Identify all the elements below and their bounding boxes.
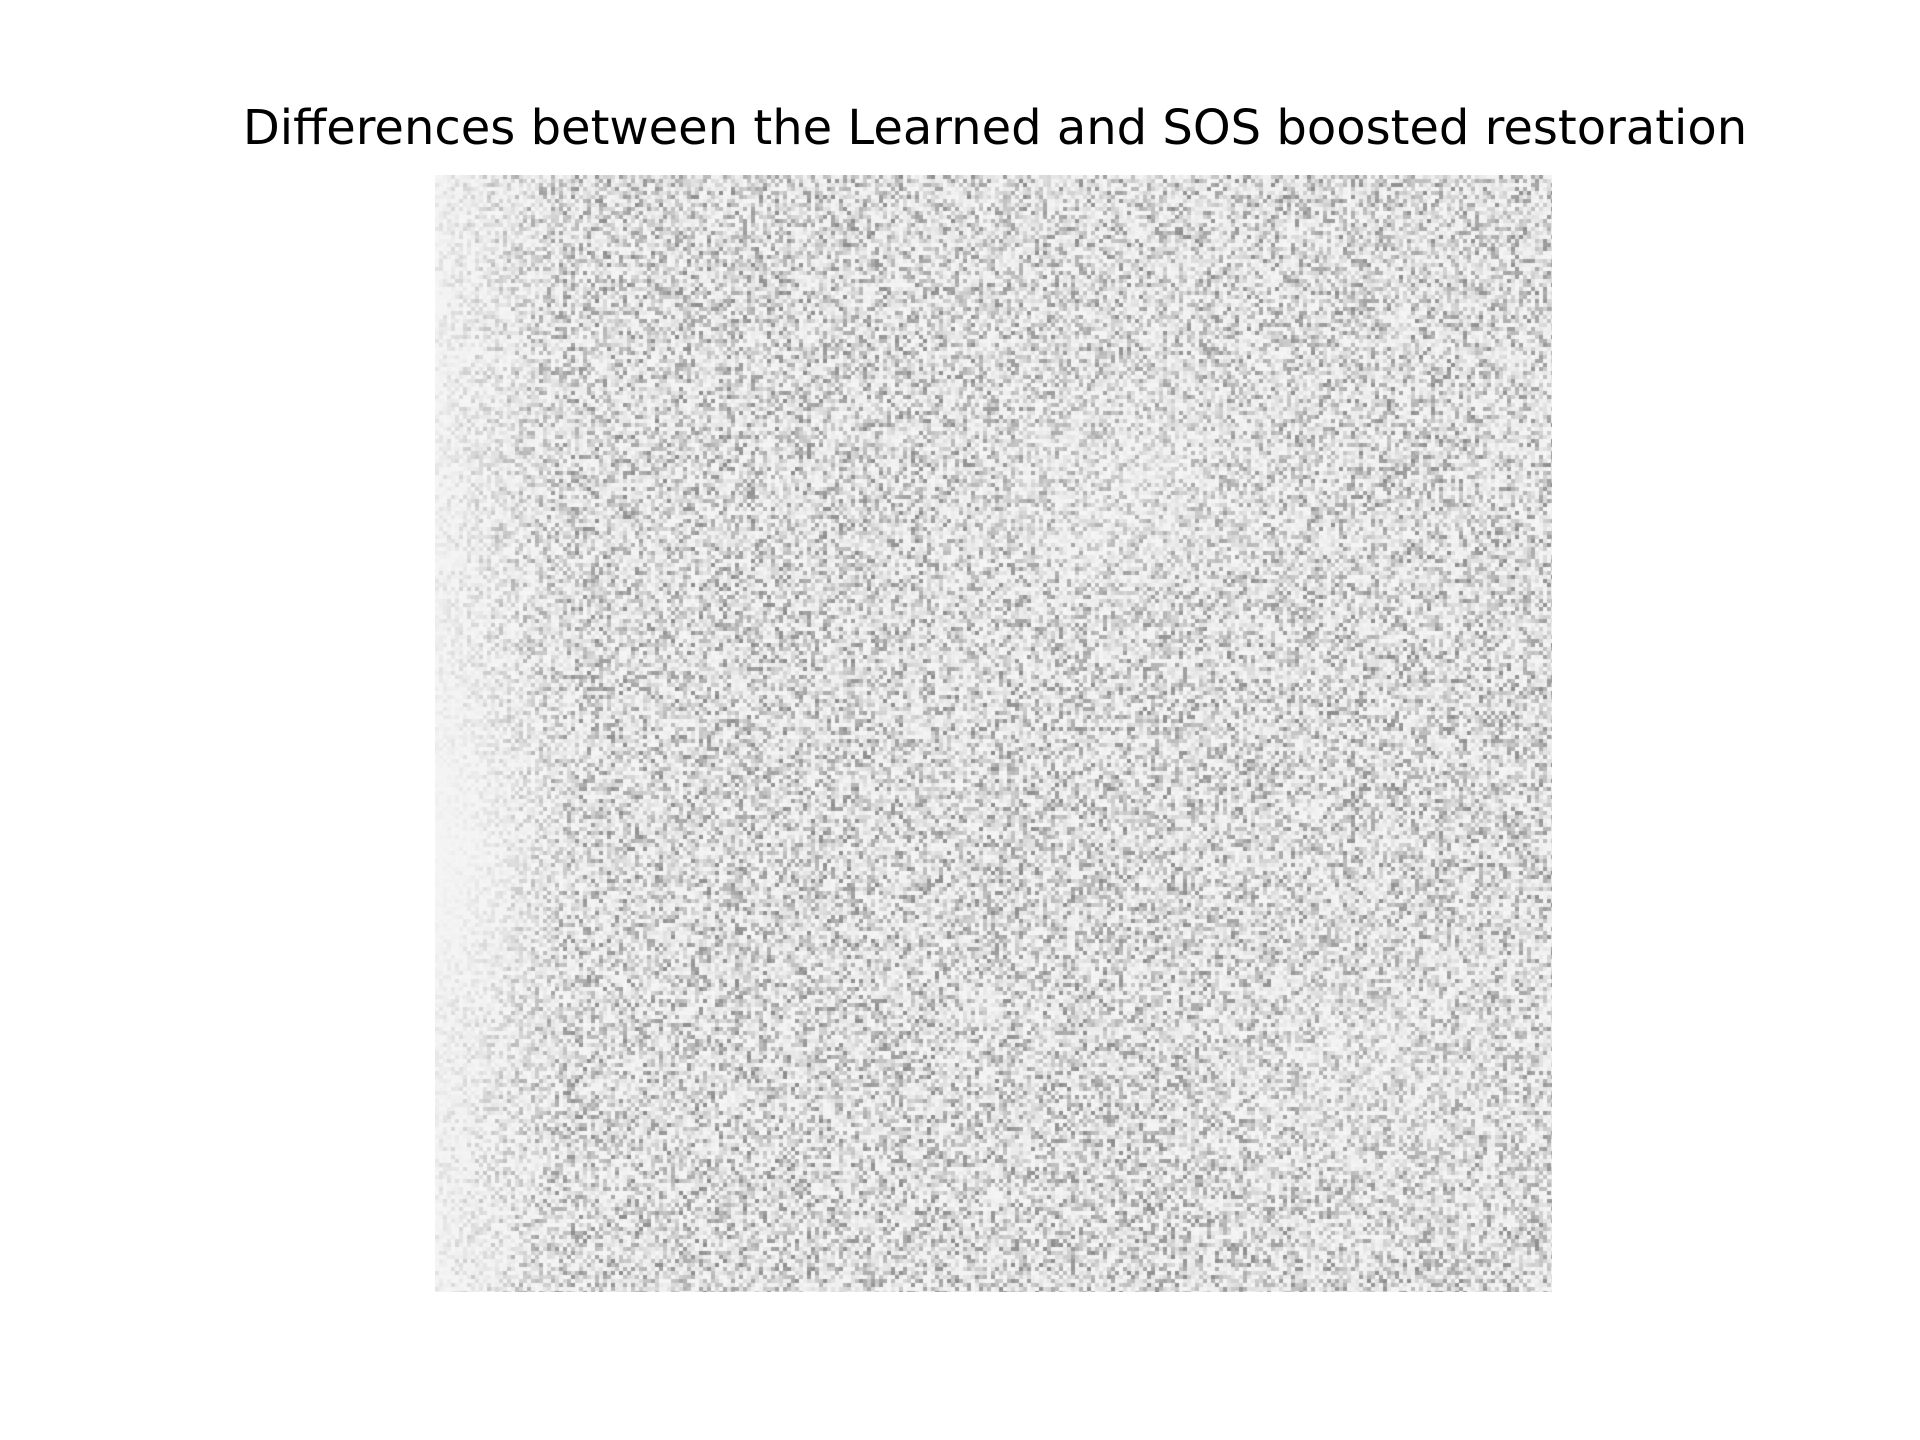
difference-image: [435, 175, 1552, 1292]
difference-image-canvas: [435, 175, 1552, 1292]
figure-title: Differences between the Learned and SOS …: [242, 100, 1748, 156]
